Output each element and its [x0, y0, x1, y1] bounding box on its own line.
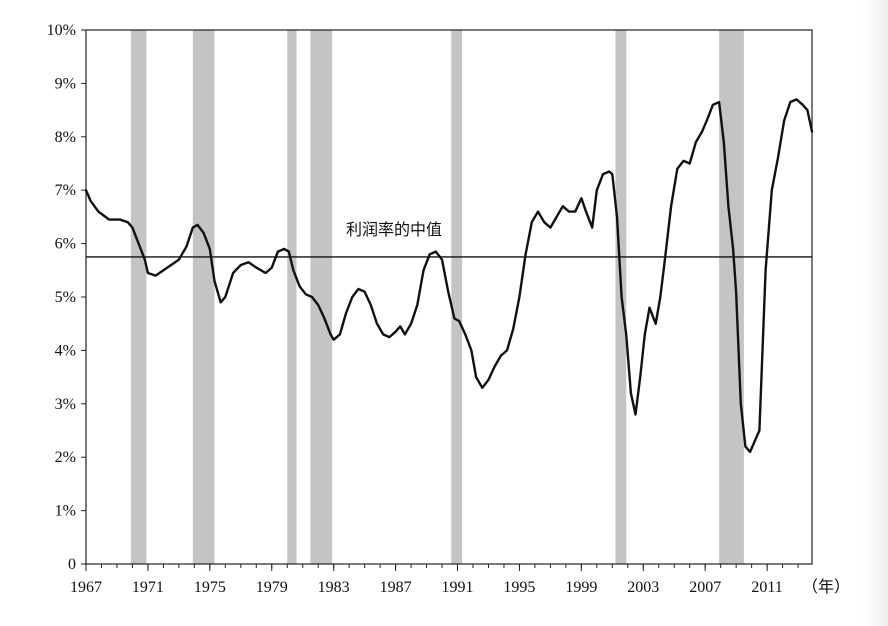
x-tick-label: 1983	[318, 579, 350, 596]
recession-shading-group	[130, 30, 744, 564]
x-tick-label: 1979	[256, 579, 288, 596]
recession-band	[451, 30, 463, 564]
x-axis-group: 1967 1971 1975 1979 1983 1987 1991 1995 1999 2003…	[70, 564, 799, 596]
recession-band	[310, 30, 333, 564]
y-tick-label: 8%	[55, 129, 76, 146]
x-tick-label: 2007	[689, 579, 721, 596]
recession-band	[130, 30, 147, 564]
recession-band	[192, 30, 215, 564]
x-tick-label: 1995	[503, 579, 535, 596]
recession-band	[287, 30, 297, 564]
y-tick-label: 6%	[55, 236, 76, 253]
series-group	[84, 98, 814, 454]
y-tick-label: 7%	[55, 182, 76, 199]
y-tick-label: 9%	[55, 75, 76, 92]
x-axis-unit-label: （年）	[802, 578, 850, 596]
x-tick-label: 1991	[442, 579, 474, 596]
x-tick-label: 1971	[132, 579, 164, 596]
x-tick-label: 1967	[70, 579, 102, 596]
y-tick-label: 10%	[47, 22, 76, 39]
y-tick-label: 2%	[55, 449, 76, 466]
median-profit-rate-label: 利润率的中值	[346, 220, 442, 239]
y-tick-label: 0	[68, 556, 76, 573]
profit-rate-series-line	[84, 98, 814, 454]
y-tick-label: 4%	[55, 342, 76, 359]
x-tick-label: 2003	[627, 579, 659, 596]
y-tick-label: 1%	[55, 503, 76, 520]
y-tick-label: 3%	[55, 396, 76, 413]
x-tick-label: 2011	[751, 579, 782, 596]
y-tick-label: 5%	[55, 289, 76, 306]
recession-band	[719, 30, 744, 564]
x-tick-label: 1987	[380, 579, 412, 596]
y-axis-group: 0 1% 2% 3% 4% 5% 6% 7% 8% 9% 10%	[47, 22, 86, 573]
x-tick-label: 1999	[565, 579, 597, 596]
x-tick-label: 1975	[194, 579, 226, 596]
page-edge-shadow	[860, 0, 888, 626]
